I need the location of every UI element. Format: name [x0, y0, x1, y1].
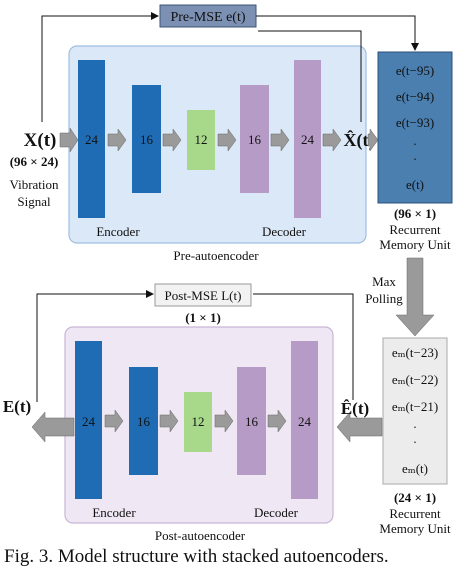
- pre-input-to-mse-line: [41, 12, 159, 122]
- post-input-symbol-ehat: Ê(t): [341, 399, 369, 418]
- memory-2-item-last: eₘ(t): [402, 461, 428, 476]
- post-arrow-4: [267, 409, 287, 433]
- pre-arrow-4: [270, 128, 290, 152]
- memory-1-label-1: Recurrent: [389, 222, 441, 237]
- input-symbol-x: X(t): [24, 130, 57, 151]
- pre-output-arrow: [322, 128, 342, 152]
- post-encoder-label: Encoder: [92, 505, 136, 520]
- pre-layer-2: [132, 85, 161, 193]
- input-desc-vibration: Vibration: [9, 177, 59, 192]
- pre-to-memory-arrow: [367, 128, 379, 152]
- pre-layer-1: [78, 60, 105, 218]
- memory-2-dot-1: .: [413, 416, 416, 431]
- post-layer-3: [184, 392, 212, 452]
- output-symbol-xhat: X̂(t): [344, 130, 375, 151]
- post-arrow-3: [214, 409, 234, 433]
- memory-2-label-1: Recurrent: [389, 506, 441, 521]
- post-output-symbol-e: E(t): [3, 397, 31, 416]
- pre-arrow-1: [107, 128, 127, 152]
- memory-1-item-last: e(t): [406, 177, 424, 192]
- post-layer-4: [237, 367, 266, 475]
- post-layer-5-label: 24: [298, 414, 312, 429]
- post-mse-box: [154, 283, 252, 307]
- pre-layer-3: [187, 110, 215, 170]
- memory-2-dot-2: .: [413, 431, 416, 446]
- pre-decoder-label: Decoder: [262, 224, 307, 239]
- post-layer-2-label: 16: [137, 414, 151, 429]
- memory-1-label-2: Memory Unit: [379, 237, 451, 252]
- memory-1-item-3: e(t−93): [396, 115, 434, 130]
- memory-2-dim: (24 × 1): [394, 490, 436, 505]
- memory-unit-1: [377, 51, 453, 204]
- pre-autoencoder-title: Pre-autoencoder: [173, 248, 259, 263]
- pooling-label-max: Max: [372, 274, 396, 289]
- memory-2-item-2: eₘ(t−22): [392, 372, 438, 387]
- memory-1-item-1: e(t−95): [396, 63, 434, 78]
- memory-2-item-1: eₘ(t−23): [392, 345, 438, 360]
- pre-layer-2-label: 16: [140, 132, 154, 147]
- memory-unit-2: [382, 337, 448, 485]
- post-layer-1: [75, 341, 102, 499]
- post-output-to-mse-line: [36, 290, 154, 402]
- pre-arrow-3: [217, 128, 237, 152]
- pre-layer-5-label: 24: [301, 132, 315, 147]
- memory-1-item-2: e(t−94): [396, 89, 434, 104]
- figure-caption: Fig. 3. Model structure with stacked aut…: [4, 546, 389, 567]
- pre-arrow-2: [162, 128, 182, 152]
- max-pooling-arrow: [395, 257, 435, 337]
- pre-mse-label: Pre-MSE e(t): [170, 10, 245, 25]
- input-desc-signal: Signal: [17, 194, 51, 209]
- post-autoencoder-title: Post-autoencoder: [155, 528, 246, 543]
- pre-mse-to-memory-line: [256, 15, 419, 51]
- memory-1-dim: (96 × 1): [394, 206, 436, 221]
- pre-layer-4: [240, 85, 269, 193]
- post-layer-2: [129, 367, 158, 475]
- post-arrow-1: [104, 409, 124, 433]
- pre-input-arrow: [59, 127, 79, 153]
- memory-2-label-2: Memory Unit: [379, 521, 451, 536]
- post-mse-label: Post-MSE L(t): [165, 288, 242, 303]
- post-input-to-mse-line: [253, 293, 354, 400]
- post-layer-4-label: 16: [245, 414, 259, 429]
- pre-output-to-mse-line: [258, 30, 362, 122]
- pre-layer-1-label: 24: [85, 132, 99, 147]
- post-output-arrow: [31, 411, 75, 443]
- pre-layer-5: [294, 60, 321, 218]
- post-decoder-label: Decoder: [254, 505, 299, 520]
- post-layer-3-label: 12: [192, 414, 205, 429]
- pre-encoder-label: Encoder: [96, 224, 140, 239]
- pooling-label-polling: Polling: [365, 291, 403, 306]
- memory-1-dot-2: .: [413, 148, 416, 163]
- pre-layer-4-label: 16: [248, 132, 262, 147]
- memory-2-item-3: eₘ(t−21): [392, 399, 438, 414]
- memory-to-post-arrow: [336, 411, 383, 443]
- post-layer-1-label: 24: [82, 414, 96, 429]
- input-dim: (96 × 24): [10, 154, 59, 169]
- post-mse-dim: (1 × 1): [185, 310, 221, 325]
- post-layer-5: [291, 341, 318, 499]
- memory-1-dot-1: .: [413, 133, 416, 148]
- pre-layer-3-label: 12: [195, 132, 208, 147]
- post-arrow-2: [159, 409, 179, 433]
